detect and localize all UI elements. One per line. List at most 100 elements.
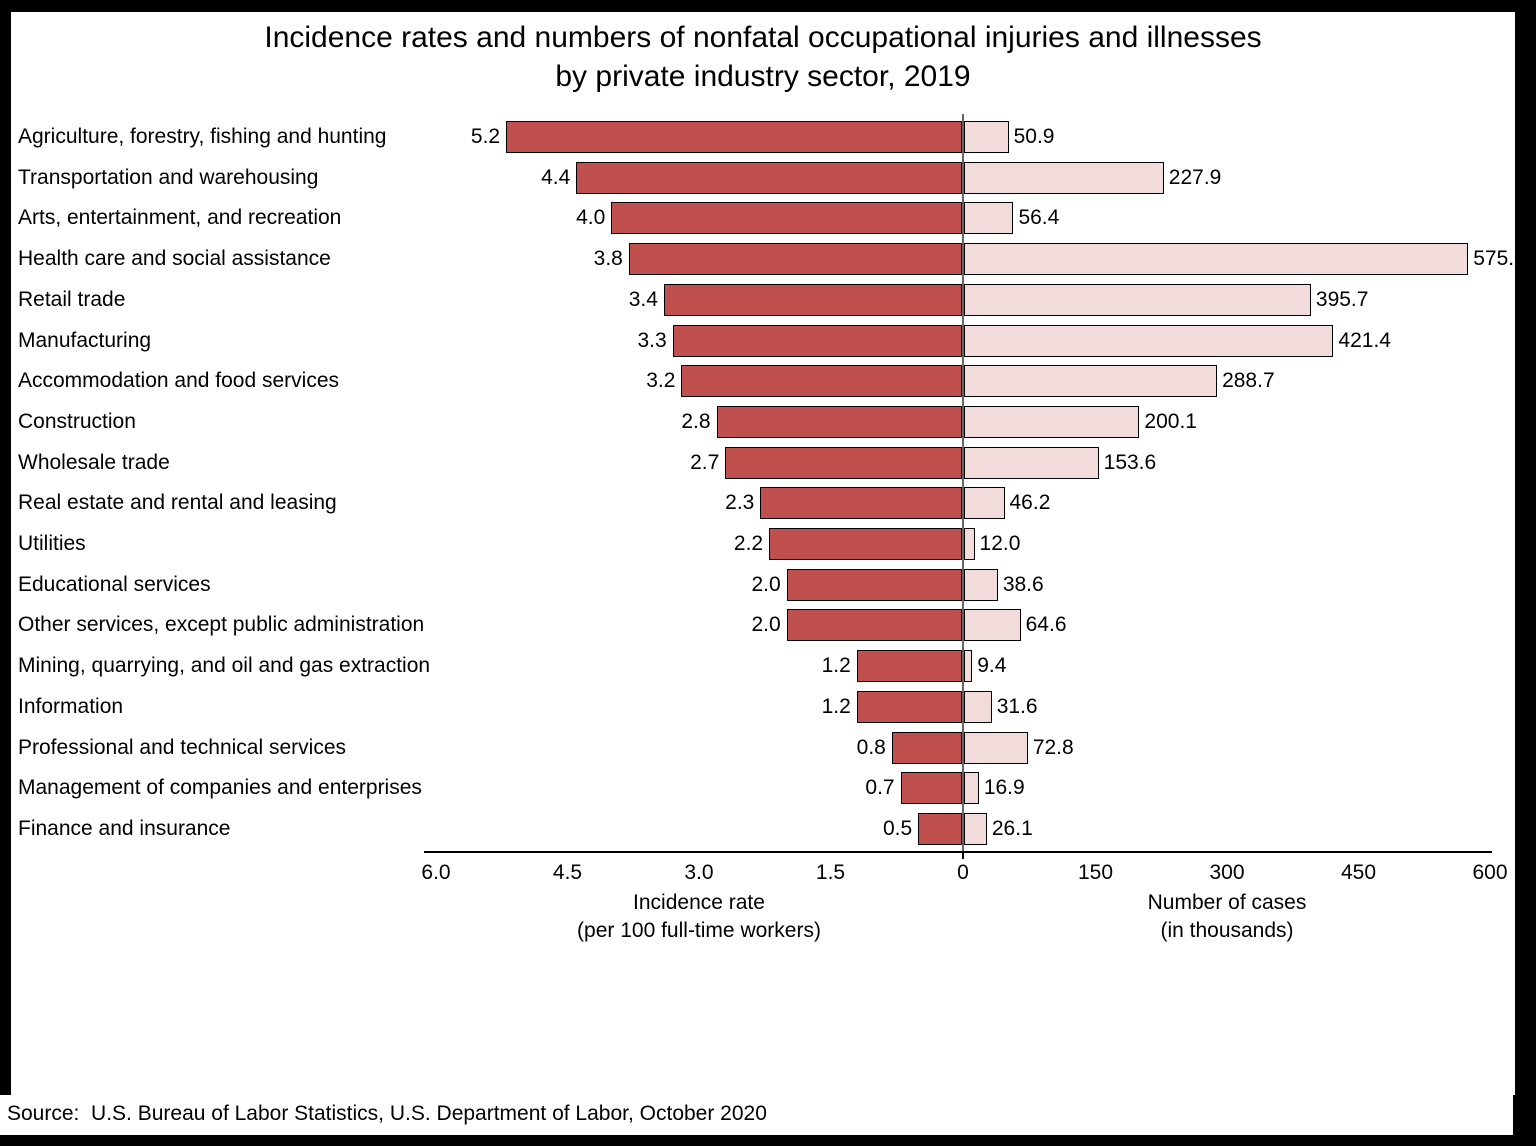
left-axis-tick-label: 4.5	[552, 861, 583, 884]
category-label: Professional and technical services	[18, 736, 347, 759]
rate-bar	[786, 569, 962, 601]
cases-value-label: 46.2	[1009, 491, 1051, 514]
rate-value-label: 3.8	[593, 247, 623, 270]
cases-value-label: 38.6	[1002, 573, 1044, 596]
rate-bar	[900, 772, 962, 804]
cases-bar	[964, 121, 1009, 153]
category-label: Finance and insurance	[18, 817, 231, 840]
right-axis-title: Number of cases (in thousands)	[1037, 889, 1417, 945]
category-label: Utilities	[18, 532, 86, 555]
rate-value-label: 0.5	[882, 817, 913, 840]
cases-value-label: 575.2	[1473, 247, 1515, 270]
right-axis-tick-label: 450	[1340, 861, 1377, 884]
category-label: Other services, except public administra…	[18, 613, 425, 636]
chart-frame: Incidence rates and numbers of nonfatal …	[11, 12, 1515, 1095]
right-axis-tick-label: 600	[1472, 861, 1508, 884]
cases-bar	[964, 243, 1469, 275]
rate-value-label: 3.2	[646, 369, 676, 392]
cases-value-label: 64.6	[1025, 613, 1067, 636]
rate-value-label: 5.2	[470, 125, 501, 148]
category-label: Retail trade	[18, 288, 126, 311]
right-axis-tick-label: 150	[1077, 861, 1114, 884]
rate-value-label: 2.2	[733, 532, 764, 555]
cases-bar	[964, 528, 975, 560]
chart-title-line2: by private industry sector, 2019	[555, 60, 971, 93]
cases-value-label: 26.1	[991, 817, 1033, 840]
category-label: Wholesale trade	[18, 451, 170, 474]
cases-bar	[964, 487, 1005, 519]
cases-bar	[964, 813, 987, 845]
plot-area: Agriculture, forestry, fishing and hunti…	[11, 12, 1515, 1095]
cases-value-label: 200.1	[1144, 410, 1197, 433]
cases-bar	[964, 162, 1164, 194]
rate-bar	[716, 406, 962, 438]
rate-value-label: 2.8	[681, 410, 711, 433]
cases-bar	[964, 609, 1021, 641]
zero-axis-line	[962, 114, 964, 851]
category-label: Real estate and rental and leasing	[18, 491, 337, 514]
rate-value-label: 4.4	[541, 166, 571, 189]
cases-bar	[964, 406, 1140, 438]
zero-tick-mark	[962, 851, 964, 859]
rate-bar	[891, 732, 962, 764]
cases-bar	[964, 650, 973, 682]
left-axis-tick-label: 1.5	[815, 861, 846, 884]
cases-bar	[964, 202, 1014, 234]
category-label: Educational services	[18, 573, 211, 596]
rate-value-label: 1.2	[821, 695, 851, 718]
cases-value-label: 56.4	[1018, 206, 1060, 229]
cases-value-label: 421.4	[1338, 329, 1391, 352]
rate-value-label: 0.7	[865, 776, 895, 799]
cases-value-label: 12.0	[979, 532, 1021, 555]
chart-title-line1: Incidence rates and numbers of nonfatal …	[264, 21, 1262, 54]
rate-bar	[628, 243, 962, 275]
cases-bar	[964, 325, 1334, 357]
rate-bar	[506, 121, 962, 153]
cases-value-label: 227.9	[1168, 166, 1222, 189]
chart-title: Incidence rates and numbers of nonfatal …	[11, 18, 1515, 96]
category-label: Accommodation and food services	[18, 369, 339, 392]
category-label: Agriculture, forestry, fishing and hunti…	[18, 125, 387, 148]
category-label: Management of companies and enterprises	[18, 776, 422, 799]
zero-tick-label: 0	[957, 861, 969, 884]
rate-bar	[856, 691, 962, 723]
rate-bar	[725, 447, 962, 479]
rate-bar	[611, 202, 962, 234]
cases-value-label: 50.9	[1013, 125, 1055, 148]
rate-bar	[856, 650, 962, 682]
cases-value-label: 72.8	[1032, 736, 1074, 759]
category-label: Information	[18, 695, 124, 718]
rate-bar	[769, 528, 962, 560]
rate-bar	[663, 284, 962, 316]
source-strip: Source: U.S. Bureau of Labor Statistics,…	[0, 1095, 1513, 1135]
cases-bar	[964, 772, 979, 804]
left-axis-tick-label: 6.0	[421, 861, 451, 884]
cases-bar	[964, 284, 1311, 316]
right-axis-tick-label: 300	[1209, 861, 1245, 884]
cases-value-label: 16.9	[983, 776, 1025, 799]
source-text: Source: U.S. Bureau of Labor Statistics,…	[7, 1102, 767, 1125]
rate-value-label: 2.0	[751, 613, 781, 636]
left-axis-title-line2: (per 100 full-time workers)	[577, 919, 821, 942]
cases-bar	[964, 691, 992, 723]
cases-bar	[964, 569, 998, 601]
rate-value-label: 2.7	[690, 451, 720, 474]
cases-bar	[964, 365, 1218, 397]
cases-value-label: 153.6	[1103, 451, 1157, 474]
rate-value-label: 3.4	[628, 288, 658, 311]
cases-value-label: 288.7	[1222, 369, 1275, 392]
cases-value-label: 395.7	[1315, 288, 1369, 311]
rate-bar	[681, 365, 962, 397]
category-label: Arts, entertainment, and recreation	[18, 206, 342, 229]
rate-bar	[576, 162, 962, 194]
rate-bar	[786, 609, 962, 641]
cases-value-label: 31.6	[996, 695, 1038, 718]
rate-value-label: 4.0	[576, 206, 606, 229]
cases-bar	[964, 447, 1099, 479]
category-label: Mining, quarrying, and oil and gas extra…	[18, 654, 431, 677]
left-axis-tick-label: 3.0	[684, 861, 714, 884]
category-label: Transportation and warehousing	[18, 166, 319, 189]
category-label: Construction	[18, 410, 136, 433]
rate-bar	[760, 487, 962, 519]
